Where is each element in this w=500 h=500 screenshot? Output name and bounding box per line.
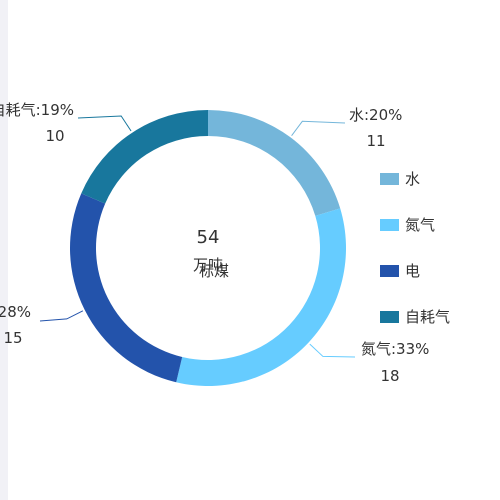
slice-氮气 <box>176 208 346 386</box>
slice-labels: 水:20% 11 氮气:33% 18 电:28% 15 自耗气:19% 10 <box>0 101 429 385</box>
slice-氮气-percent-label: 氮气:33% <box>361 340 429 358</box>
leader-lines <box>39 115 356 358</box>
legend-label-水[interactable]: 水 <box>405 170 420 188</box>
slice-电-percent-label: 电:28% <box>0 303 31 321</box>
center-unit-a: 万吨 <box>193 256 223 274</box>
slice-电-value-label: 15 <box>3 329 22 347</box>
slice-电 <box>70 193 183 383</box>
slice-自耗气-percent-label: 自耗气:19% <box>0 101 74 119</box>
slice-水-percent-label: 水:20% <box>349 106 402 124</box>
legend-swatch-氮气[interactable] <box>380 219 399 231</box>
slice-自耗气 <box>81 110 208 204</box>
center-total: 54 <box>197 227 220 248</box>
slice-自耗气-value-label: 10 <box>45 127 64 145</box>
slice-水-leader-line <box>291 120 346 137</box>
donut-slices <box>70 110 346 386</box>
slice-自耗气-leader-line <box>77 115 132 132</box>
legend-label-氮气[interactable]: 氮气 <box>405 216 435 234</box>
slice-电-leader-line <box>39 310 84 322</box>
slice-水-value-label: 11 <box>366 132 385 150</box>
legend-label-自耗气[interactable]: 自耗气 <box>405 308 450 326</box>
legend-swatch-电[interactable] <box>380 265 399 277</box>
slice-水 <box>208 110 341 216</box>
legend-swatch-自耗气[interactable] <box>380 311 399 323</box>
center-unit-b: 标煤 <box>199 262 229 280</box>
slice-氮气-leader-line <box>309 343 356 358</box>
legend-label-电[interactable]: 电 <box>405 262 420 280</box>
slice-氮气-value-label: 18 <box>380 367 399 385</box>
legend-swatch-水[interactable] <box>380 173 399 185</box>
left-edge-strip <box>0 0 8 500</box>
